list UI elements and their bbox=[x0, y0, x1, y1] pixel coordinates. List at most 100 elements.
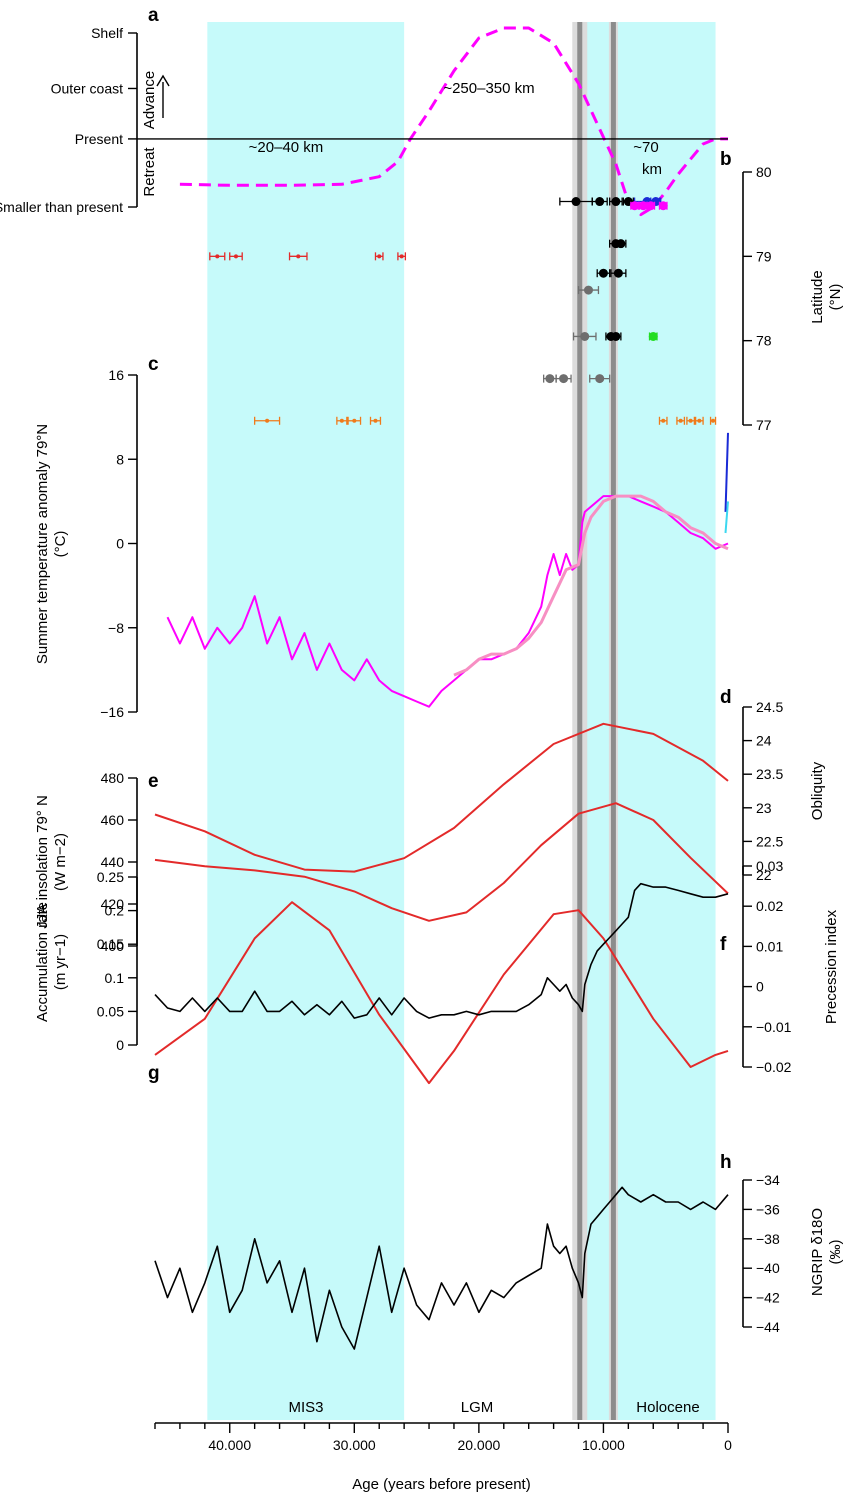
x-tick-label: 10.000 bbox=[582, 1437, 625, 1453]
y-tick-label-h: −40 bbox=[756, 1260, 780, 1276]
y-tick-label-f: 0.03 bbox=[756, 858, 783, 874]
y-tick-label-e: 480 bbox=[101, 770, 125, 786]
panel-label-g: g bbox=[148, 1063, 160, 1084]
series-e-0 bbox=[154, 802, 729, 922]
y-tick-label-b: 80 bbox=[756, 164, 772, 180]
y-axis-title-f: Precession index bbox=[823, 909, 840, 1024]
point-0-1 bbox=[595, 197, 605, 207]
point-11-2 bbox=[352, 418, 357, 423]
panel-label-h: h bbox=[720, 1152, 732, 1173]
y-tick-label-b: 78 bbox=[756, 333, 772, 349]
y-axis-unit-g: (m yr−1) bbox=[52, 934, 69, 990]
point-12-0 bbox=[661, 418, 666, 423]
x-tick-label: 30.000 bbox=[333, 1437, 376, 1453]
y-tick-label-h: −38 bbox=[756, 1231, 780, 1247]
y-tick-label-f: −0.02 bbox=[756, 1059, 792, 1075]
point-12-1 bbox=[678, 418, 683, 423]
y-tick-label-h: −42 bbox=[756, 1290, 780, 1306]
y-tick-label-c: −16 bbox=[100, 704, 124, 720]
point-2-3 bbox=[658, 201, 668, 211]
point-11-0 bbox=[265, 418, 270, 423]
series-c-2 bbox=[724, 432, 729, 512]
y-tick-label-a: Shelf bbox=[91, 25, 123, 41]
series-d-0 bbox=[154, 722, 729, 873]
point-2-1 bbox=[638, 201, 648, 211]
point-3-4 bbox=[399, 254, 404, 259]
band-mis3 bbox=[207, 22, 405, 1420]
point-0-2 bbox=[611, 197, 621, 207]
y-tick-label-f: 0 bbox=[756, 979, 764, 995]
y-tick-label-a: Smaller than present bbox=[0, 199, 123, 215]
point-11-3 bbox=[373, 418, 378, 423]
series-g-0 bbox=[154, 882, 729, 1019]
y-tick-label-c: −8 bbox=[108, 620, 124, 636]
y-tick-label-b: 79 bbox=[756, 248, 772, 264]
point-12-2 bbox=[688, 418, 693, 423]
x-tick-label: 0 bbox=[724, 1437, 732, 1453]
x-axis-title: Age (years before present) bbox=[352, 1476, 530, 1493]
band-holocene bbox=[582, 22, 716, 1420]
y-tick-label-c: 16 bbox=[108, 367, 124, 383]
y-tick-label-d: 24 bbox=[756, 733, 772, 749]
y-tick-label-g: 0.2 bbox=[105, 903, 125, 919]
y-tick-label-e: 400 bbox=[101, 938, 125, 954]
y-tick-label-e: 460 bbox=[101, 812, 125, 828]
y-tick-label-d: 22.5 bbox=[756, 833, 783, 849]
y-tick-label-c: 0 bbox=[116, 536, 124, 552]
y-tick-label-d: 23 bbox=[756, 800, 772, 816]
point-2-2 bbox=[646, 201, 656, 211]
y-axis-unit-e: (W m−2) bbox=[52, 833, 69, 891]
y-axis-title-e: JJA insolation 79° N bbox=[34, 795, 51, 929]
text-labels: 40.000 30.000 20.000 10.000 0 Age (years befo… bbox=[0, 5, 844, 1493]
point-8-1 bbox=[611, 331, 621, 341]
y-tick-label-d: 24.5 bbox=[756, 699, 783, 715]
point-9-0 bbox=[648, 331, 658, 341]
y-axis-title-d: Obliquity bbox=[809, 761, 826, 820]
panel-label-f: f bbox=[720, 934, 727, 955]
y-axis-title-g: Accumulation rate bbox=[34, 902, 51, 1022]
panel-label-a: a bbox=[148, 5, 159, 26]
period-label-mis3: MIS3 bbox=[288, 1399, 323, 1416]
y-axis-title-b: Latitude bbox=[809, 270, 826, 323]
series-c-3 bbox=[724, 501, 729, 534]
series-h-0 bbox=[154, 1186, 729, 1350]
point-3-0 bbox=[215, 254, 220, 259]
y-tick-label-a: Outer coast bbox=[51, 80, 123, 96]
y-tick-label-b: 77 bbox=[756, 417, 772, 433]
y-tick-label-d: 23.5 bbox=[756, 766, 783, 782]
y-axis-title-c: Summer temperature anomaly 79°N bbox=[34, 424, 51, 664]
y-tick-label-f: −0.01 bbox=[756, 1019, 792, 1035]
point-7-0 bbox=[580, 331, 590, 341]
annotation-a-0: ~20–40 km bbox=[249, 139, 324, 156]
point-11-1 bbox=[339, 418, 344, 423]
y-tick-label-g: 0.25 bbox=[97, 869, 124, 885]
panel-label-d: d bbox=[720, 687, 732, 708]
y-axis-unit-h: (‰) bbox=[827, 1240, 844, 1265]
point-6-0 bbox=[583, 285, 593, 295]
axes bbox=[128, 32, 752, 1433]
shaded-periods bbox=[207, 22, 716, 1420]
series-a-0 bbox=[179, 26, 728, 217]
y-tick-label-g: 0.1 bbox=[105, 970, 125, 986]
y-tick-label-h: −36 bbox=[756, 1201, 780, 1217]
panel-label-b: b bbox=[720, 149, 732, 170]
y-tick-label-h: −34 bbox=[756, 1172, 780, 1188]
y-tick-label-e: 440 bbox=[101, 854, 125, 870]
panel-label-c: c bbox=[148, 354, 159, 375]
annotation-a-3: km bbox=[642, 161, 662, 178]
advance-arrow-head bbox=[156, 74, 170, 87]
y-tick-label-g: 0.15 bbox=[97, 936, 124, 952]
y-tick-label-f: 0.02 bbox=[756, 898, 783, 914]
point-10-2 bbox=[595, 374, 605, 384]
y-tick-label-a: Present bbox=[75, 131, 123, 147]
annotation-a-1: ~250–350 km bbox=[443, 80, 534, 97]
period-label-lgm: LGM bbox=[461, 1399, 494, 1416]
y-tick-label-c: 8 bbox=[116, 451, 124, 467]
y-tick-label-h: −44 bbox=[756, 1319, 780, 1335]
point-5-0 bbox=[598, 268, 608, 278]
panel-label-e: e bbox=[148, 771, 159, 792]
series-f-0 bbox=[154, 901, 729, 1085]
retreat-label: Retreat bbox=[141, 147, 158, 197]
point-12-4 bbox=[711, 418, 716, 423]
